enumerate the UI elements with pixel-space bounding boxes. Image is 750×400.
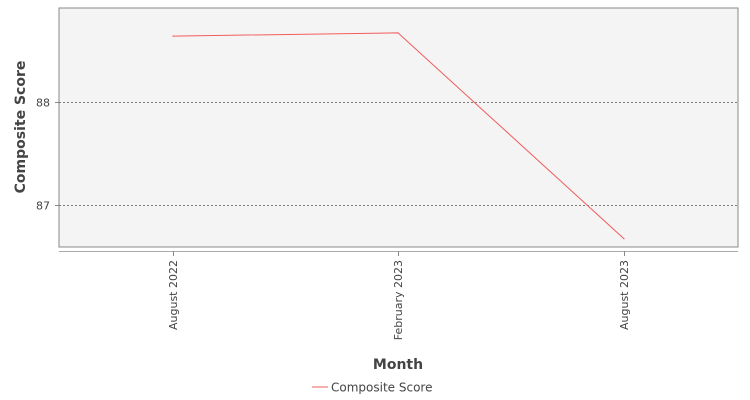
data-point xyxy=(397,32,399,34)
plot-area xyxy=(58,7,739,248)
x-tick-labels: August 2022 February 2023 August 2023 xyxy=(167,251,631,340)
legend-label-composite-score: Composite Score xyxy=(331,381,432,395)
x-tick-label: August 2023 xyxy=(618,260,631,330)
data-point xyxy=(172,35,174,37)
series-lines xyxy=(172,32,625,240)
grid-lines xyxy=(59,102,738,206)
x-axis-title: Month xyxy=(373,357,423,373)
legend: Composite Score xyxy=(312,381,432,395)
data-point xyxy=(623,238,625,240)
y-tick-label: 87 xyxy=(36,200,50,213)
y-tick-label: 88 xyxy=(36,97,50,110)
y-tick-labels: 87 88 xyxy=(36,97,59,213)
x-tick-label: August 2022 xyxy=(167,260,180,330)
y-axis-title: Composite Score xyxy=(13,61,29,194)
x-tick-label: February 2023 xyxy=(392,260,405,340)
